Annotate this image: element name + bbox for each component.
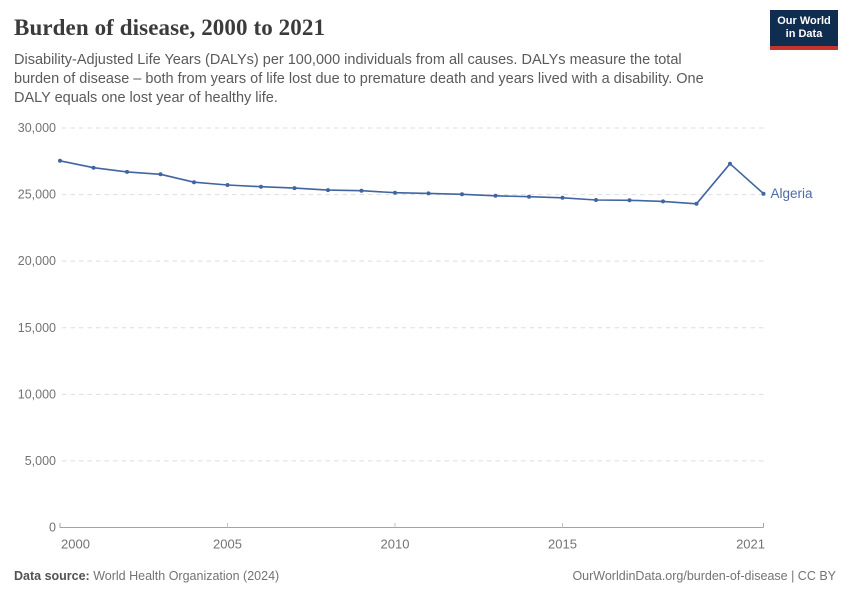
data-point[interactable] bbox=[661, 199, 665, 204]
y-tick-label: 0 bbox=[49, 521, 56, 535]
data-point[interactable] bbox=[426, 191, 431, 196]
owid-url-link[interactable]: OurWorldinData.org/burden-of-disease | C… bbox=[572, 569, 836, 583]
data-point[interactable] bbox=[627, 198, 632, 203]
x-tick-label: 2010 bbox=[381, 537, 410, 552]
data-point[interactable] bbox=[527, 194, 531, 199]
y-tick-label: 10,000 bbox=[18, 387, 56, 401]
y-tick-label: 5,000 bbox=[25, 454, 56, 468]
x-tick-label: 2021 bbox=[736, 537, 765, 552]
owid-logo[interactable]: Our World in Data bbox=[770, 10, 838, 50]
data-point[interactable] bbox=[761, 191, 766, 196]
owid-logo-red-stripe bbox=[770, 46, 838, 50]
data-source-label: Data source: bbox=[14, 569, 90, 583]
data-point[interactable] bbox=[359, 188, 364, 193]
subtitle-line: DALY equals one lost year of healthy lif… bbox=[14, 89, 278, 106]
data-point[interactable] bbox=[225, 183, 230, 187]
data-source-value: World Health Organization (2024) bbox=[89, 569, 280, 583]
y-tick-label: 25,000 bbox=[18, 188, 56, 202]
data-line-algeria bbox=[59, 160, 765, 205]
data-point[interactable] bbox=[594, 198, 598, 202]
x-tick-label: 2005 bbox=[213, 537, 242, 552]
data-point[interactable] bbox=[125, 169, 129, 174]
data-point[interactable] bbox=[493, 193, 498, 198]
data-point[interactable] bbox=[259, 184, 263, 189]
data-point[interactable] bbox=[560, 195, 565, 200]
data-point[interactable] bbox=[292, 186, 297, 191]
x-tick-label: 2015 bbox=[548, 537, 577, 552]
data-point[interactable] bbox=[58, 158, 62, 163]
y-tick-label: 30,000 bbox=[18, 121, 56, 135]
chart-title: Burden of disease, 2000 to 2021 bbox=[14, 15, 326, 40]
owid-logo-text: Our World in Data bbox=[770, 10, 838, 46]
y-tick-label: 20,000 bbox=[18, 254, 56, 268]
chart-subtitle: Disability-Adjusted Life Years (DALYs) p… bbox=[14, 51, 836, 108]
subtitle-line: Disability-Adjusted Life Years (DALYs) p… bbox=[14, 51, 682, 68]
data-point[interactable] bbox=[158, 172, 163, 177]
data-point[interactable] bbox=[393, 190, 397, 195]
y-tick-label: 15,000 bbox=[18, 321, 56, 335]
data-point[interactable] bbox=[728, 161, 732, 166]
data-point[interactable] bbox=[192, 180, 196, 185]
subtitle-line: burden of disease – both from years of l… bbox=[14, 70, 704, 87]
entity-label-algeria[interactable]: Algeria bbox=[771, 186, 814, 201]
chart-header: Burden of disease, 2000 to 2021 Disabili… bbox=[14, 14, 836, 108]
data-point[interactable] bbox=[460, 192, 464, 197]
x-tick-label: 2000 bbox=[61, 537, 90, 552]
data-point[interactable] bbox=[326, 188, 330, 193]
data-source: Data source: World Health Organization (… bbox=[14, 569, 279, 583]
data-point[interactable] bbox=[91, 165, 96, 170]
data-point[interactable] bbox=[694, 201, 699, 206]
chart-footer: Data source: World Health Organization (… bbox=[14, 569, 836, 583]
